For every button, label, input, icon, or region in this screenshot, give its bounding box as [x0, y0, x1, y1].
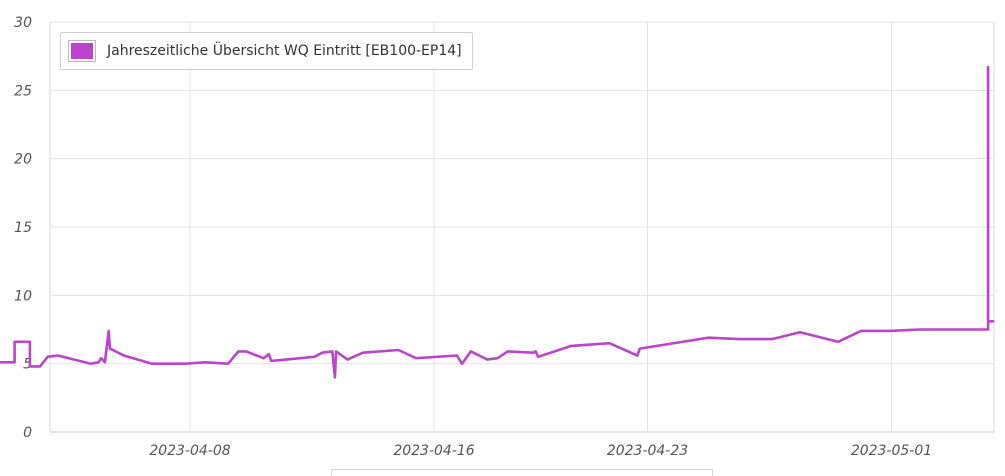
legend-series-label: Jahreszeitliche Übersicht WQ Eintritt [E…	[107, 43, 462, 59]
legend[interactable]: Jahreszeitliche Übersicht WQ Eintritt [E…	[60, 32, 473, 70]
legend-swatch	[68, 40, 96, 62]
x-tick-label: 2023-04-08	[149, 443, 230, 459]
y-tick-label: 20	[14, 152, 32, 168]
x-tick-label: 2023-04-23	[607, 443, 688, 459]
series-layer	[0, 65, 994, 379]
x-tick-label: 2023-05-01	[851, 443, 932, 459]
x-tick-label: 2023-04-16	[393, 443, 474, 459]
range-navigator[interactable]	[331, 469, 713, 476]
y-tick-label: 10	[14, 288, 32, 304]
x-axis-ticks: 2023-04-08 2023-04-16 2023-04-23 2023-05-01	[149, 443, 932, 459]
y-tick-label: 30	[14, 15, 32, 31]
grid-layer	[49, 21, 995, 433]
series-line	[0, 65, 994, 379]
y-tick-label: 15	[14, 220, 32, 236]
y-tick-label: 0	[23, 425, 32, 441]
y-tick-label: 25	[14, 83, 32, 99]
y-tick-label: 5	[23, 357, 32, 373]
y-axis-ticks: 0 5 10 15 20 25 30	[14, 15, 32, 441]
